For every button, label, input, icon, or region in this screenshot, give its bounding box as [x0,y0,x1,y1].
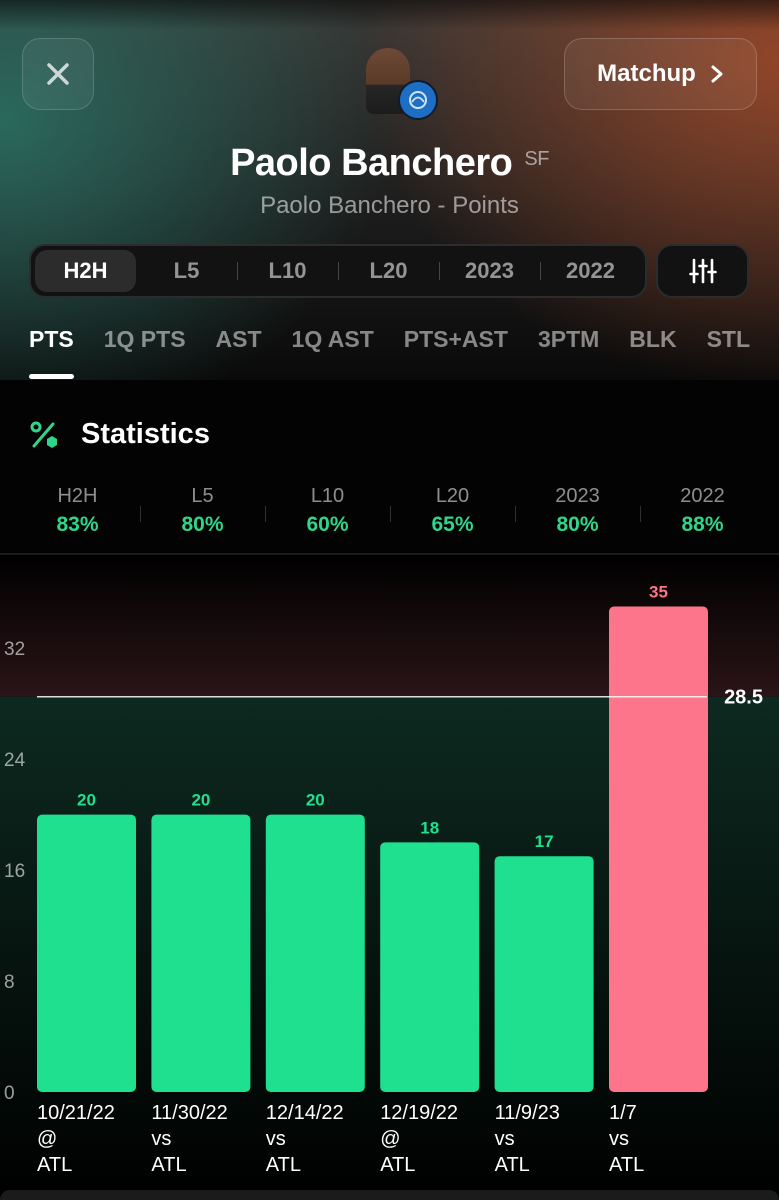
filter-button[interactable] [656,244,749,298]
period-selector: H2H L5 L10 L20 2023 2022 [29,244,647,298]
period-tab-2023[interactable]: 2023 [439,250,540,292]
matchup-button[interactable]: Matchup [564,38,757,110]
x-tick-label: ATL [266,1154,301,1176]
y-tick-label: 32 [4,639,25,660]
period-tab-l20[interactable]: L20 [338,250,439,292]
bar-value-label: 20 [191,791,210,810]
y-tick-label: 0 [4,1083,15,1104]
hit-rate-row: H2H 83% L5 80% L10 60% L20 65% 2023 80% … [15,484,765,542]
player-avatar [362,46,442,120]
period-tab-2022[interactable]: 2022 [540,250,641,292]
close-icon [47,63,69,85]
stat-tab-3ptm[interactable]: 3PTM [537,326,600,352]
player-position: SF [524,148,549,170]
x-tick-label: @ [37,1128,57,1150]
bar [609,606,708,1092]
bar-chart: 0 8 16 24 32 20 10/21/22 @ ATL 20 11/30/22 vs ATL 20 1… [0,555,779,1200]
market-subtitle: Paolo Banchero - Points [260,192,519,219]
hit-rate-value: 88% [681,513,724,536]
stat-tab-stl[interactable]: STL [706,326,751,352]
bottom-sheet-edge [0,1190,779,1200]
close-button[interactable] [22,38,94,110]
period-tab-l5[interactable]: L5 [173,258,200,283]
x-tick-label: @ [380,1128,400,1150]
bar [380,842,480,1092]
hit-rate-l10: L10 60% [265,484,390,542]
hit-rate-label: L20 [435,485,470,507]
threshold-label: 28.5 [724,687,763,709]
stat-tab-1q-ast[interactable]: 1Q AST [291,326,374,352]
hit-rate-label: L10 [310,485,345,507]
matchup-label: Matchup [597,60,696,87]
x-tick-label: ATL [495,1154,530,1176]
x-tick-label: 11/30/22 [151,1102,227,1124]
x-tick-label: 10/21/22 [37,1102,115,1124]
stat-tab-pts-ast[interactable]: PTS+AST [403,326,508,352]
hit-rate-h2h: H2H 83% [15,484,140,542]
bar-value-label: 18 [420,818,439,837]
x-tick-label: 12/19/22 [380,1102,458,1124]
hit-rate-2023: 2023 80% [515,484,640,542]
player-name-text: Paolo Banchero [230,142,513,184]
hit-rate-label: H2H [57,485,98,507]
y-tick-label: 24 [4,750,26,771]
x-tick-label: 12/14/22 [266,1102,344,1124]
bar-value-label: 17 [535,832,554,851]
bar [265,814,365,1092]
x-tick-label: vs [609,1128,629,1150]
x-tick-label: vs [151,1128,171,1150]
hit-rate-value: 80% [181,513,224,536]
hit-rate-label: 2022 [680,485,725,507]
hit-rate-value: 80% [556,513,599,536]
stat-tab-1q-pts[interactable]: 1Q PTS [103,326,186,352]
bar [151,814,251,1092]
chevron-right-icon [711,65,723,83]
x-tick-label: ATL [37,1154,72,1176]
hit-rate-l5: L5 80% [140,484,265,542]
stat-tab-blk[interactable]: BLK [629,326,677,352]
stat-category-tabs: PTS 1Q PTS AST 1Q AST PTS+AST 3PTM BLK S… [29,324,779,380]
x-tick-label: 1/7 [609,1102,637,1124]
statistics-title: Statistics [81,418,210,450]
sliders-icon [688,258,717,284]
percent-icon [30,421,57,448]
statistics-heading: Statistics [29,418,210,451]
x-tick-label: vs [495,1128,515,1150]
bar-value-label: 35 [649,583,668,602]
player-header: Matchup Paolo Banchero SF Paolo Banchero … [0,0,779,380]
bar [37,814,136,1092]
status-bar-fade [0,0,779,30]
stat-tab-pts[interactable]: PTS [29,324,74,380]
bar-value-label: 20 [306,791,325,810]
x-tick-label: ATL [609,1154,644,1176]
player-name: Paolo Banchero SF [0,142,779,185]
statistics-panel: Statistics H2H 83% L5 80% L10 60% L20 65… [0,380,779,554]
stat-tab-ast[interactable]: AST [215,326,262,352]
hit-rate-label: 2023 [555,485,600,507]
x-tick-label: ATL [380,1154,415,1176]
period-tab-l10[interactable]: L10 [237,250,338,292]
section-divider [0,553,779,555]
x-tick-label: ATL [151,1154,186,1176]
hit-rate-2022: 2022 88% [640,484,765,542]
hit-rate-l20: L20 65% [390,484,515,542]
team-logo-icon [398,80,438,120]
x-tick-label: 11/9/23 [495,1102,560,1124]
y-tick-label: 8 [4,972,15,993]
hit-rate-value: 60% [306,513,349,536]
hit-rate-label: L5 [191,485,214,507]
hit-rate-value: 83% [56,513,99,536]
hit-rate-value: 65% [431,513,474,536]
bar [494,856,594,1092]
period-tab-h2h[interactable]: H2H [35,250,136,292]
x-tick-label: vs [266,1128,286,1150]
bar-value-label: 20 [77,791,96,810]
y-tick-label: 16 [4,861,25,882]
game-log-chart: 0 8 16 24 32 20 10/21/22 @ ATL 20 11/30/22 vs ATL 20 1… [0,555,779,1200]
